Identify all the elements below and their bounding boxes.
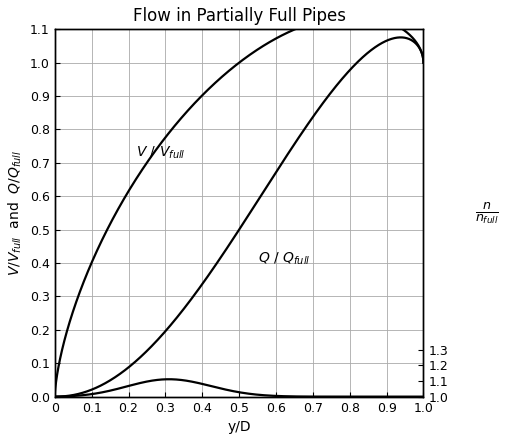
- X-axis label: y/D: y/D: [227, 420, 250, 434]
- Y-axis label: $\frac{n}{n_{full}}$: $\frac{n}{n_{full}}$: [474, 200, 498, 226]
- Title: Flow in Partially Full Pipes: Flow in Partially Full Pipes: [132, 7, 345, 25]
- Text: $Q\ /\ Q_{full}$: $Q\ /\ Q_{full}$: [257, 251, 310, 267]
- Y-axis label: $V/V_{full}$  and  $Q/Q_{full}$: $V/V_{full}$ and $Q/Q_{full}$: [7, 150, 24, 276]
- Text: $V\ /\ V_{full}$: $V\ /\ V_{full}$: [136, 144, 185, 161]
